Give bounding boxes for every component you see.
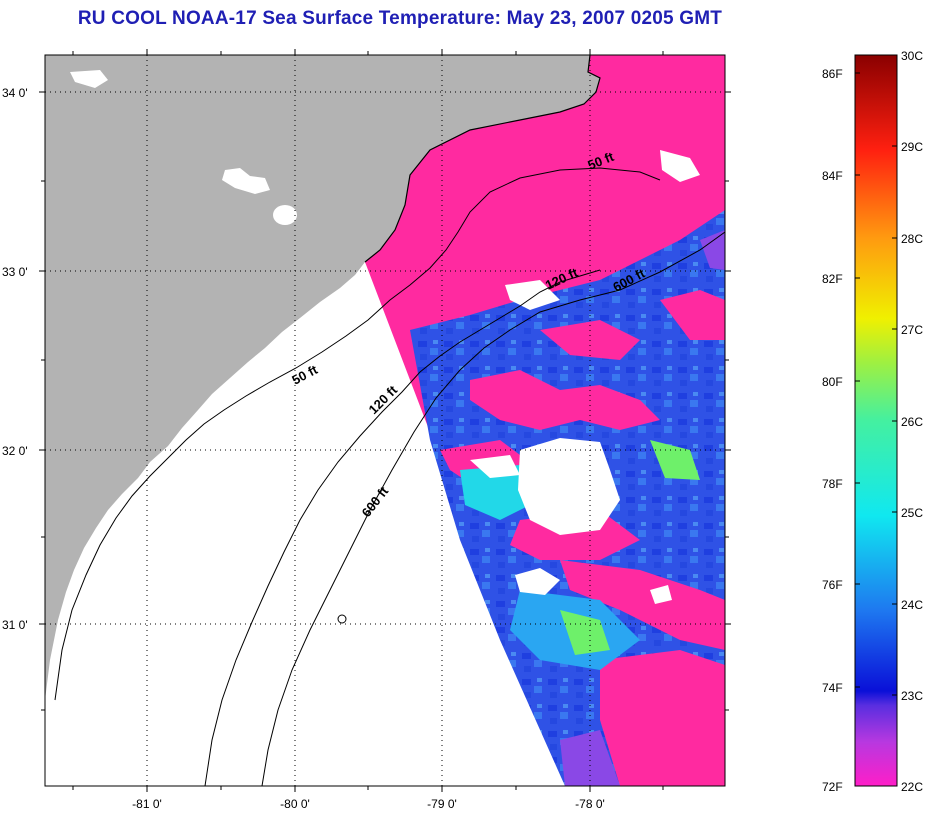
lat-label-34: 34 0' <box>2 86 28 100</box>
map-title: RU COOL NOAA-17 Sea Surface Temperature:… <box>77 8 723 29</box>
seamount-contour <box>337 614 347 624</box>
isobath-50ft <box>54 167 661 701</box>
lat-label-32: 32 0' <box>2 444 28 458</box>
graticule <box>45 55 725 786</box>
cloud-gaps <box>470 150 700 604</box>
lat-label-33: 33 0' <box>2 265 28 279</box>
plot-frame <box>44 54 726 787</box>
isobath-600ft <box>261 231 725 786</box>
sst-cool-patches <box>460 230 725 786</box>
lon-label-78: -78 0' <box>575 797 605 811</box>
axis-ticks <box>39 49 731 792</box>
land-lake-2 <box>273 205 297 225</box>
lon-label-81: -81 0' <box>132 797 162 811</box>
lon-label-80: -80 0' <box>280 797 310 811</box>
lon-label-79: -79 0' <box>427 797 457 811</box>
land-lake <box>222 168 270 194</box>
isobath-120ft <box>204 269 601 786</box>
lat-label-31: 31 0' <box>2 618 28 632</box>
land-lake-3 <box>70 70 108 88</box>
land-area <box>45 55 600 700</box>
coastline <box>364 55 601 263</box>
